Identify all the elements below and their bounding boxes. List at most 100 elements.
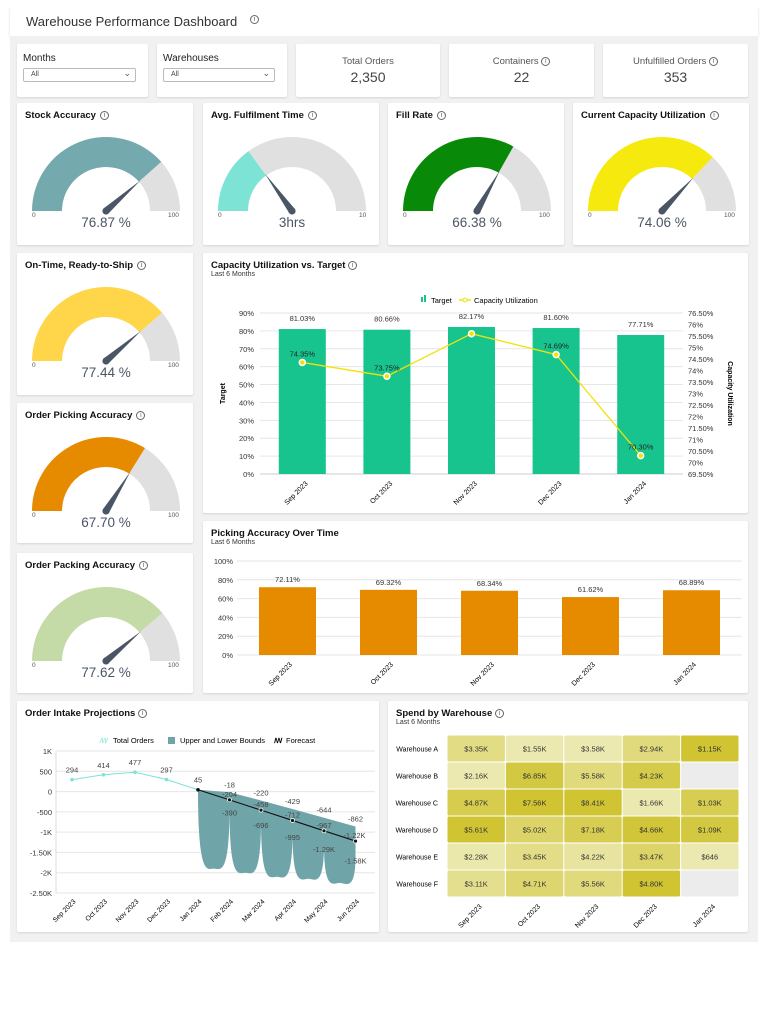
info-icon[interactable]: i	[99, 110, 109, 120]
line-point	[636, 451, 645, 460]
gauge-title: Avg. Fulfilment Time i	[211, 110, 317, 121]
bar-target	[617, 334, 665, 474]
y-tick-label: 500	[39, 767, 52, 776]
x-tick-label: Sep 2023	[52, 898, 78, 924]
y2-tick-label: 70.50%	[688, 447, 714, 456]
months-select[interactable]: All ⌄	[23, 68, 136, 82]
row-label: Warehouse A	[396, 747, 438, 754]
heatmap-cell	[564, 870, 622, 897]
months-value: All	[31, 71, 39, 78]
gauge-max-label: 100	[168, 512, 179, 519]
y2-tick-label: 75%	[688, 344, 703, 353]
months-filter: Months All ⌄	[17, 44, 148, 97]
heatmap-cell	[681, 870, 739, 897]
gauge-value-arc	[32, 286, 163, 361]
bar-picking-accuracy	[461, 590, 518, 655]
info-icon[interactable]: i	[709, 56, 719, 66]
warehouses-value: All	[171, 71, 179, 78]
heatmap-cell-label: $4.87K	[464, 799, 488, 808]
gauge-title-text: Stock Accuracy	[25, 110, 96, 121]
gauge-remaining-arc	[138, 161, 180, 211]
row-label: Warehouse B	[396, 774, 438, 781]
gauge-max-label: 10	[359, 212, 367, 219]
gauge-remaining-arc	[692, 157, 736, 211]
y-tick-label: 30%	[239, 416, 254, 425]
kpi-total-orders: Total Orders 2,350	[296, 44, 440, 97]
x-tick-label: Sep 2023	[457, 903, 483, 929]
x-tick-label: Nov 2023	[574, 903, 600, 929]
data-label: 297	[160, 766, 173, 775]
x-tick-label: Nov 2023	[115, 898, 141, 924]
point-total-orders	[196, 787, 200, 792]
y-tick-label: 20%	[239, 434, 254, 443]
x-tick-label: Sep 2023	[284, 480, 310, 506]
bar-data-label: 68.34%	[477, 579, 503, 588]
x-tick-label: Dec 2023	[633, 903, 659, 929]
x-tick-label: Jan 2024	[179, 898, 204, 923]
info-icon[interactable]: i	[494, 708, 504, 718]
heatmap-cell-label: $4.66K	[640, 826, 664, 835]
legend-forecast-label: Forecast	[286, 736, 316, 745]
heatmap-cell	[447, 762, 505, 789]
gauge-min-label: 0	[32, 512, 36, 519]
gauge-min-label: 0	[403, 212, 407, 219]
heatmap-cell-label: $5.58K	[581, 772, 605, 781]
chart-subtitle: Last 6 Months	[211, 271, 255, 278]
info-icon[interactable]: i	[250, 15, 259, 24]
dashboard-header: Warehouse Performance Dashboard i	[10, 6, 758, 36]
heatmap-cell-label: $2.16K	[464, 772, 488, 781]
gauge-title: Stock Accuracy i	[25, 110, 109, 121]
gauge-card-stock-accuracy: Stock Accuracy i 0 100 76.87 %	[17, 103, 193, 245]
gauge-needle	[103, 331, 141, 364]
x-tick-label: Oct 2023	[369, 480, 394, 505]
heatmap-cell-label: $4.22K	[581, 853, 605, 862]
gauge	[32, 136, 180, 215]
y2-tick-label: 73.50%	[688, 378, 714, 387]
warehouses-filter: Warehouses All ⌄	[157, 44, 287, 97]
info-icon[interactable]: i	[137, 260, 147, 270]
gauge-title-text: Order Packing Accuracy	[25, 560, 136, 571]
info-icon[interactable]: i	[307, 110, 317, 120]
heatmap-cell	[681, 816, 739, 843]
capacity-utilization-chart: 0% 10% 20% 30% 40% 50% 60% 70% 80% 90% 69.50% 70% 70…	[220, 295, 733, 507]
info-icon[interactable]: i	[709, 110, 719, 120]
y-tick-label: 1K	[43, 747, 52, 756]
lower-bound-label: -1.58K	[344, 857, 366, 866]
info-icon[interactable]: i	[348, 260, 358, 270]
info-icon[interactable]: i	[541, 56, 551, 66]
kpi-value: 353	[663, 69, 688, 85]
gauge-max-label: 100	[168, 212, 179, 219]
line-point	[552, 350, 560, 359]
gauge-needle	[264, 173, 295, 214]
info-icon[interactable]: i	[436, 110, 446, 120]
gauge-needle-hub	[102, 357, 110, 365]
bar-target	[363, 329, 411, 474]
bar-data-label: 68.89%	[679, 578, 705, 587]
y-tick-label: 0%	[222, 651, 233, 660]
info-icon[interactable]: i	[139, 560, 149, 570]
line-data-label: 74.35%	[290, 349, 316, 358]
point-total-orders	[101, 772, 106, 777]
point-forecast	[290, 818, 295, 823]
warehouses-select[interactable]: All ⌄	[163, 68, 275, 82]
point-forecast	[321, 828, 327, 834]
order-intake-chart: -2.50K -2K -1.50K -1K -500 0 500 1K ꟿ Total Order…	[30, 736, 375, 925]
gauge-value: 3hrs	[278, 215, 306, 230]
legend-target-icon	[424, 295, 426, 302]
heatmap-cell	[447, 870, 505, 897]
info-icon[interactable]: i	[136, 410, 146, 420]
data-label: 294	[66, 766, 79, 775]
gauge-value: 67.70 %	[81, 515, 131, 530]
gauge	[218, 137, 366, 215]
upper-bound-label: -644	[316, 806, 331, 815]
y-tick-label: 0%	[243, 470, 254, 479]
heatmap-cell	[564, 735, 622, 762]
y-tick-label: 80%	[218, 576, 233, 585]
y-tick-label: 60%	[239, 363, 254, 372]
data-label: 414	[97, 761, 110, 770]
legend-total-orders-icon: ꟿ	[99, 737, 109, 745]
gauge-value-arc	[403, 137, 514, 211]
heatmap-cell	[622, 870, 681, 897]
info-icon[interactable]: i	[137, 708, 147, 718]
heatmap-cell-label: $6.85K	[523, 772, 547, 781]
